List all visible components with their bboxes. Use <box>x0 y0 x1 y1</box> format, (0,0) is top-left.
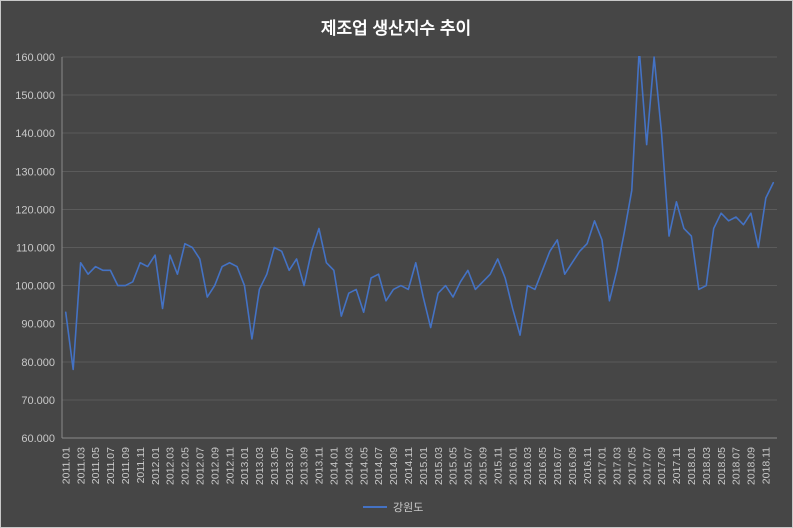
legend[interactable]: 강원도 <box>363 501 423 514</box>
x-tick-label: 2018.03 <box>701 447 713 485</box>
y-tick-label: 100.000 <box>15 281 55 293</box>
x-tick-label: 2014.05 <box>358 447 370 485</box>
x-tick-label: 2015.09 <box>477 447 489 485</box>
y-tick-label: 70.000 <box>21 395 55 407</box>
y-tick-label: 160.000 <box>15 52 55 64</box>
x-tick-label: 2016.05 <box>537 447 549 485</box>
x-tick-label: 2018.11 <box>761 447 773 484</box>
x-tick-label: 2011.03 <box>75 447 87 484</box>
series-lines <box>64 49 775 371</box>
x-tick-label: 2018.05 <box>716 447 728 485</box>
gridlines <box>62 56 777 439</box>
x-tick-label: 2011.09 <box>120 447 132 484</box>
x-tick-label: 2017.09 <box>656 447 668 485</box>
x-tick-label: 2015.05 <box>448 447 460 485</box>
x-tick-label: 2015.07 <box>463 447 475 485</box>
x-tick-label: 2016.11 <box>582 447 594 484</box>
x-tick-label: 2017.11 <box>671 447 683 484</box>
x-tick-label: 2013.05 <box>269 447 281 485</box>
x-tick-label: 2011.11 <box>135 447 147 484</box>
chart-title: 제조업 생산지수 추이 <box>321 19 471 38</box>
x-tick-label: 2012.05 <box>180 447 192 485</box>
series-line[interactable] <box>64 49 775 371</box>
x-tick-label: 2017.01 <box>597 447 609 485</box>
x-tick-label: 2014.07 <box>373 447 385 485</box>
x-tick-label: 2012.09 <box>209 447 221 485</box>
x-tick-label: 2017.07 <box>641 447 653 485</box>
x-tick-label: 2013.01 <box>239 447 251 485</box>
x-tick-label: 2018.01 <box>686 447 698 485</box>
y-tick-label: 150.000 <box>15 90 55 102</box>
x-tick-label: 2011.07 <box>105 447 117 484</box>
legend-label: 강원도 <box>393 501 423 514</box>
x-tick-label: 2018.07 <box>731 447 743 485</box>
axes <box>61 57 777 439</box>
x-tick-label: 2011.01 <box>60 447 72 484</box>
x-tick-label: 2012.07 <box>194 447 206 485</box>
y-tick-label: 60.000 <box>21 433 55 445</box>
x-tick-label: 2014.11 <box>403 447 415 484</box>
x-tick-label: 2014.09 <box>388 447 400 485</box>
x-tick-label: 2012.01 <box>150 447 162 485</box>
x-tick-label: 2016.07 <box>552 447 564 485</box>
x-tick-label: 2011.05 <box>90 447 102 484</box>
x-tick-label: 2017.05 <box>626 447 638 485</box>
y-tick-label: 80.000 <box>21 357 55 369</box>
x-tick-label: 2014.03 <box>343 447 355 485</box>
x-tick-label: 2016.03 <box>522 447 534 485</box>
y-tick-label: 140.000 <box>15 128 55 140</box>
x-tick-label: 2012.03 <box>165 447 177 485</box>
x-tick-label: 2018.09 <box>746 447 758 485</box>
x-axis-labels: 2011.01 2011.03 2011.05 2011.07 2011.09 2011.… <box>60 447 772 485</box>
y-tick-label: 130.000 <box>15 166 55 178</box>
x-tick-label: 2015.11 <box>492 447 504 484</box>
x-tick-label: 2015.01 <box>418 447 430 485</box>
x-tick-label: 2017.03 <box>612 447 624 485</box>
x-tick-label: 2013.09 <box>299 447 311 485</box>
y-tick-label: 120.000 <box>15 204 55 216</box>
x-tick-label: 2014.01 <box>329 447 341 485</box>
y-tick-label: 90.000 <box>21 319 55 331</box>
x-tick-label: 2016.09 <box>567 447 579 485</box>
x-tick-label: 2012.11 <box>224 447 236 484</box>
x-tick-label: 2013.03 <box>254 447 266 485</box>
y-axis-labels: 60.000 70.000 80.000 90.000 100.000 110.000 12… <box>15 52 55 445</box>
x-tick-label: 2016.01 <box>507 447 519 485</box>
x-tick-label: 2013.11 <box>314 447 326 484</box>
x-tick-label: 2015.03 <box>433 447 445 485</box>
x-tick-label: 2013.07 <box>284 447 296 485</box>
y-tick-label: 110.000 <box>16 243 55 255</box>
